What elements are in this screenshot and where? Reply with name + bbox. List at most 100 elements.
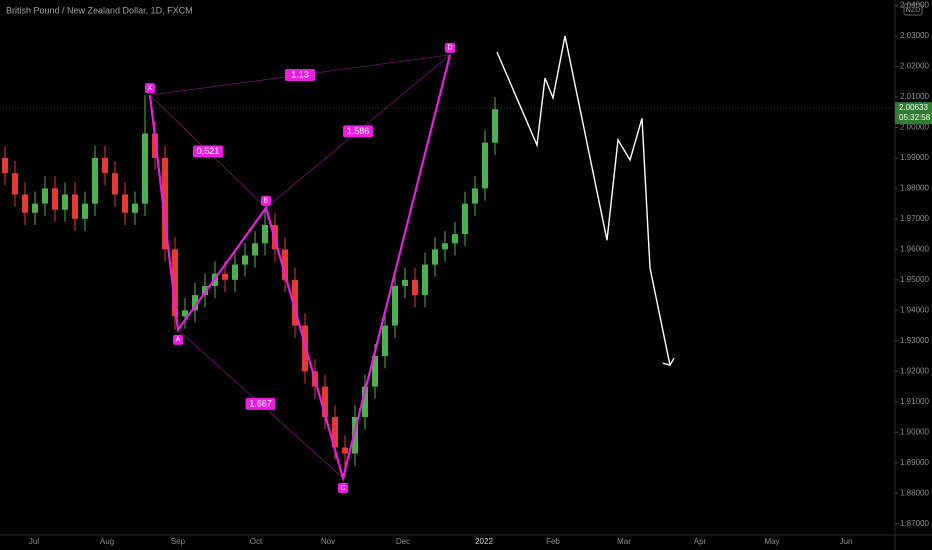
candle-body bbox=[32, 203, 38, 213]
candle-body bbox=[182, 310, 188, 317]
countdown: 05:32:58 bbox=[899, 113, 931, 122]
projection-arrow bbox=[662, 357, 675, 367]
y-tick-label: 1.98000 bbox=[900, 184, 929, 193]
ratio-label: 1.667 bbox=[249, 398, 272, 408]
candle-body bbox=[492, 109, 498, 143]
y-tick-label: 1.89000 bbox=[900, 458, 929, 467]
y-tick-label: 1.87000 bbox=[900, 519, 929, 528]
candle-body bbox=[12, 173, 18, 195]
y-tick-label: 1.93000 bbox=[900, 336, 929, 345]
candle-body bbox=[222, 273, 228, 280]
x-tick-label: Aug bbox=[100, 537, 114, 546]
candle-body bbox=[462, 203, 468, 235]
ratio-badge bbox=[245, 397, 276, 410]
candle-body bbox=[192, 295, 198, 311]
candle-body bbox=[52, 188, 58, 210]
candle-body bbox=[162, 157, 168, 250]
x-tick-label: Jun bbox=[840, 537, 853, 546]
y-tick-label: 1.95000 bbox=[900, 275, 929, 284]
candle-body bbox=[332, 417, 338, 448]
x-tick-label: Feb bbox=[546, 537, 560, 546]
candle-body bbox=[22, 194, 28, 213]
candle-body bbox=[202, 285, 208, 296]
x-tick-label: Oct bbox=[250, 537, 263, 546]
y-tick-label: 2.03000 bbox=[900, 31, 929, 40]
candle-body bbox=[62, 194, 68, 210]
ratio-label: 0.521 bbox=[197, 146, 220, 156]
x-tick-label: Apr bbox=[694, 537, 707, 546]
ratio-badge bbox=[285, 68, 315, 81]
candle-body bbox=[132, 203, 138, 213]
point-label: D bbox=[447, 45, 452, 52]
x-tick-label: Mar bbox=[617, 537, 631, 546]
point-badge bbox=[261, 195, 271, 206]
x-tick-label: May bbox=[764, 537, 779, 546]
y-tick-label: 1.88000 bbox=[900, 488, 929, 497]
candle-body bbox=[292, 279, 298, 326]
candle-body bbox=[392, 285, 398, 326]
ratio-label: 1.13 bbox=[291, 69, 309, 79]
point-badge bbox=[173, 334, 183, 345]
candle-body bbox=[172, 249, 178, 317]
last-price-badge bbox=[895, 102, 932, 125]
candle-body bbox=[92, 157, 98, 204]
y-tick-label: 2.00000 bbox=[900, 123, 929, 132]
candle-body bbox=[412, 279, 418, 296]
candle-body bbox=[472, 188, 478, 204]
candle-body bbox=[422, 264, 428, 296]
point-label: C bbox=[340, 485, 345, 492]
y-tick-label: 1.91000 bbox=[900, 397, 929, 406]
chart-title: British Pound / New Zealand Dollar, 1D, … bbox=[6, 5, 193, 15]
candle-body bbox=[362, 386, 368, 418]
candle-body bbox=[102, 157, 108, 174]
candle-body bbox=[252, 243, 258, 256]
y-tick-label: 1.96000 bbox=[900, 244, 929, 253]
x-tick-label: Nov bbox=[321, 537, 335, 546]
y-tick-label: 1.99000 bbox=[900, 153, 929, 162]
candle-body bbox=[382, 325, 388, 357]
candle-body bbox=[72, 194, 78, 219]
y-tick-label: 1.94000 bbox=[900, 305, 929, 314]
y-tick-label: 1.92000 bbox=[900, 366, 929, 375]
y-tick-label: 2.04000 bbox=[900, 1, 929, 10]
ratio-label: 1.586 bbox=[347, 126, 370, 136]
x-tick-label: 2022 bbox=[475, 537, 493, 546]
ratio-badge bbox=[193, 145, 223, 158]
point-label: X bbox=[148, 85, 153, 92]
last-price: 2.00633 bbox=[899, 103, 928, 112]
y-tick-label: 1.97000 bbox=[900, 214, 929, 223]
point-badge bbox=[445, 42, 455, 53]
projection-line bbox=[496, 35, 671, 366]
currency-box bbox=[903, 3, 923, 16]
candle-body bbox=[372, 356, 378, 387]
candle-body bbox=[322, 386, 328, 418]
x-tick-label: Jul bbox=[29, 537, 39, 546]
pattern-leg bbox=[148, 54, 452, 483]
candle-body bbox=[82, 203, 88, 219]
point-label: B bbox=[264, 198, 269, 205]
candle-body bbox=[402, 279, 408, 286]
point-label: A bbox=[176, 337, 181, 344]
ratio-badge bbox=[343, 125, 373, 138]
candle-body bbox=[432, 249, 438, 265]
candle-body bbox=[262, 224, 268, 244]
candle-body bbox=[242, 255, 248, 265]
x-tick-label: Sep bbox=[171, 537, 186, 546]
y-tick-label: 1.90000 bbox=[900, 427, 929, 436]
y-tick-label: 2.01000 bbox=[900, 92, 929, 101]
candle-body bbox=[342, 447, 348, 454]
candle-body bbox=[482, 142, 488, 189]
candle-body bbox=[2, 157, 8, 174]
candle-body bbox=[42, 188, 48, 204]
candle-body bbox=[142, 133, 148, 204]
x-tick-label: Dec bbox=[396, 537, 410, 546]
candle-body bbox=[122, 194, 128, 213]
candle-body bbox=[112, 173, 118, 195]
candle-body bbox=[442, 243, 448, 250]
currency: NZD bbox=[906, 7, 920, 14]
point-badge bbox=[338, 482, 348, 493]
point-badge bbox=[145, 83, 155, 94]
candle-body bbox=[232, 264, 238, 280]
